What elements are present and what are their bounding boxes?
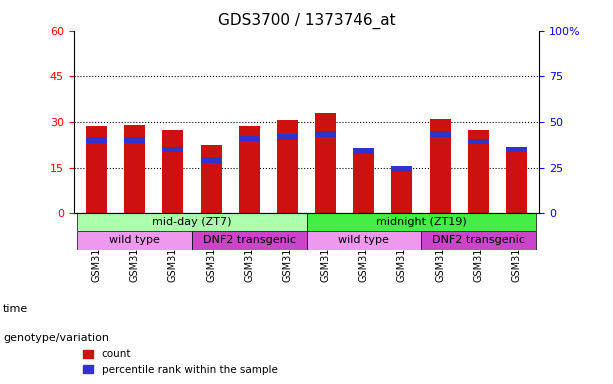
Bar: [77, 213, 306, 231]
Bar: [162, 129, 183, 213]
Bar: [277, 134, 298, 140]
Bar: [238, 126, 260, 213]
Text: mid-day (ZT7): mid-day (ZT7): [152, 217, 232, 227]
Bar: [86, 126, 107, 213]
Bar: [353, 149, 375, 213]
Bar: [200, 157, 221, 163]
Legend: count, percentile rank within the sample: count, percentile rank within the sample: [78, 345, 282, 379]
Text: genotype/variation: genotype/variation: [3, 333, 109, 343]
Bar: [124, 137, 145, 143]
Text: DNF2 transgenic: DNF2 transgenic: [203, 235, 295, 245]
Text: wild type: wild type: [338, 235, 389, 245]
Bar: [315, 113, 336, 213]
Text: wild type: wild type: [109, 235, 160, 245]
Bar: [315, 131, 336, 137]
Bar: [421, 231, 536, 250]
Bar: [506, 147, 527, 152]
Bar: [200, 145, 221, 213]
Bar: [277, 121, 298, 213]
Bar: [162, 147, 183, 152]
Bar: [238, 136, 260, 141]
Text: DNF2 transgenic: DNF2 transgenic: [432, 235, 525, 245]
Bar: [353, 148, 375, 154]
Text: time: time: [3, 304, 28, 314]
Bar: [77, 231, 192, 250]
Bar: [392, 166, 413, 213]
Text: midnight (ZT19): midnight (ZT19): [376, 217, 466, 227]
Bar: [506, 149, 527, 213]
Bar: [86, 137, 107, 143]
Bar: [306, 231, 421, 250]
Bar: [430, 119, 451, 213]
Bar: [468, 129, 489, 213]
Bar: [306, 213, 536, 231]
Bar: [430, 131, 451, 137]
Bar: [192, 231, 306, 250]
Bar: [468, 139, 489, 144]
Bar: [392, 166, 413, 172]
Title: GDS3700 / 1373746_at: GDS3700 / 1373746_at: [218, 13, 395, 29]
Bar: [124, 125, 145, 213]
